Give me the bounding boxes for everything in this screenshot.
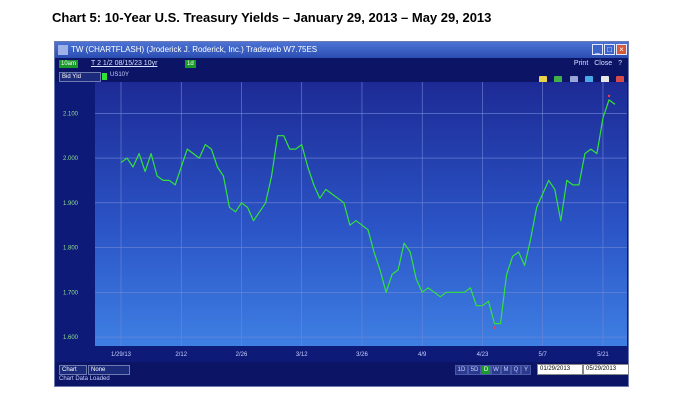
series-color-swatch	[102, 73, 107, 80]
globe-icon[interactable]	[554, 76, 563, 84]
app-icon	[58, 45, 68, 55]
yield-chart[interactable]: 1.600 1.700 1.800 1.900 2.000 2.100 1/29/13 2/…	[55, 82, 628, 362]
x-tick-label: 5/21	[597, 352, 609, 358]
close-link[interactable]: Close	[594, 60, 613, 67]
symbol-link[interactable]: T 2 1/2 08/15/23 10yr	[91, 60, 158, 67]
start-date-input[interactable]: 01/29/2013	[537, 364, 583, 375]
series-label: US10Y	[110, 72, 130, 78]
x-tick-label: 2/12	[175, 352, 187, 358]
y-tick-label: 1.700	[63, 290, 79, 296]
interval-tag[interactable]: 1d	[185, 60, 196, 68]
zoom-icon[interactable]	[585, 76, 594, 84]
low-marker	[493, 326, 496, 329]
x-tick-label: 4/23	[477, 352, 489, 358]
x-tick-label: 5/7	[539, 352, 548, 358]
close-window-button[interactable]: ×	[616, 44, 627, 55]
minimize-button[interactable]: _	[592, 44, 603, 55]
window-titlebar[interactable]: TW (CHARTFLASH) (Jroderick J. Roderick, …	[55, 42, 628, 58]
window-title: TW (CHARTFLASH) (Jroderick J. Roderick, …	[71, 45, 318, 54]
chart-window: TW (CHARTFLASH) (Jroderick J. Roderick, …	[54, 41, 629, 387]
x-tick-label: 3/26	[356, 352, 368, 358]
time-tag[interactable]: 10am	[59, 60, 79, 68]
maximize-button[interactable]: □	[604, 44, 615, 55]
field-select[interactable]: Bid Yld	[59, 72, 101, 82]
pencil-icon[interactable]	[538, 76, 547, 84]
x-tick-label: 1/29/13	[111, 352, 132, 358]
series-layer	[120, 94, 616, 329]
x-tick-label: 2/26	[236, 352, 248, 358]
y-tick-label: 1.800	[63, 246, 79, 252]
period-button-y[interactable]: Y	[521, 365, 531, 375]
chart-type-select[interactable]: Chart	[59, 365, 87, 375]
end-date-input[interactable]: 05/29/2013	[583, 364, 629, 375]
period-button-w[interactable]: W	[491, 365, 501, 375]
y-tick-label: 2.000	[63, 156, 79, 162]
grid-icon[interactable]	[600, 76, 609, 84]
y-tick-label: 1.600	[63, 335, 79, 341]
y-axis: 1.600 1.700 1.800 1.900 2.000 2.100	[63, 111, 79, 341]
period-button-1d[interactable]: 1D	[455, 365, 468, 375]
symbol-toolbar: 10am T 2 1/2 08/15/23 10yr 1d Print Clos…	[55, 58, 628, 70]
help-link[interactable]: ?	[618, 60, 622, 67]
series-line-us10y[interactable]	[120, 99, 616, 325]
print-link[interactable]: Print	[573, 60, 589, 67]
x-tick-label: 4/9	[418, 352, 427, 358]
overlay-select[interactable]: None	[88, 365, 130, 375]
series-toolbar: Bid Yld US10Y	[55, 70, 628, 84]
y-tick-label: 1.900	[63, 201, 79, 207]
y-tick-label: 2.100	[63, 111, 79, 117]
period-button-q[interactable]: Q	[511, 365, 521, 375]
x-tick-label: 3/12	[296, 352, 308, 358]
period-button-5d[interactable]: 5D	[468, 365, 481, 375]
grid-lines	[95, 82, 627, 346]
crosshair-icon[interactable]	[569, 76, 578, 84]
high-marker	[607, 94, 611, 98]
status-message: Chart Data Loaded	[59, 376, 110, 382]
period-button-d[interactable]: D	[481, 365, 491, 375]
pin-icon[interactable]	[616, 76, 624, 84]
plot-area	[95, 82, 627, 346]
chart-statusbar: Chart None 1D 5D D W M Q Y 01/29/2013 05/29/20…	[55, 362, 629, 386]
x-axis: 1/29/13 2/12 2/26 3/12 3/26 4/9 4/23 5/7 5/21	[111, 352, 609, 358]
page-title: Chart 5: 10-Year U.S. Treasury Yields – …	[52, 10, 492, 25]
period-button-m[interactable]: M	[501, 365, 511, 375]
